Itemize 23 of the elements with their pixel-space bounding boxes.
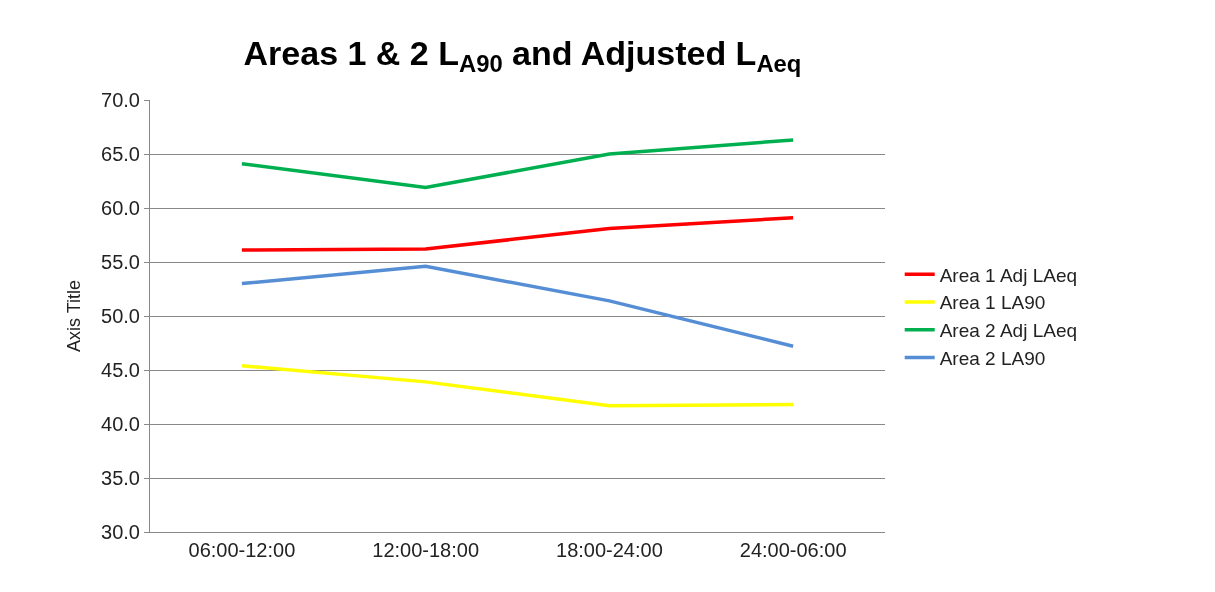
- legend-label: Area 1 Adj LAeq: [939, 264, 1078, 286]
- y-tick-label: 55.0: [101, 251, 140, 273]
- y-tick-label: 30.0: [101, 521, 140, 543]
- x-tick-label: 06:00-12:00: [188, 539, 296, 561]
- legend-label: Area 1 LA90: [939, 292, 1046, 314]
- x-tick-label: 18:00-24:00: [556, 539, 663, 561]
- line-series: [240, 363, 795, 408]
- line-series: [240, 215, 795, 252]
- y-tick-label: 50.0: [101, 305, 140, 327]
- y-tick-label: 45.0: [101, 359, 140, 381]
- line-series: [240, 138, 795, 190]
- line-series: [240, 264, 795, 348]
- y-tick-label: 65.0: [101, 143, 140, 165]
- legend-label: Area 2 Adj LAeq: [939, 320, 1078, 342]
- legend-label: Area 2 LA90: [939, 347, 1046, 369]
- x-tick-label: 12:00-18:00: [372, 539, 480, 561]
- x-tick-label: 24:00-06:00: [739, 539, 847, 561]
- chart-title: Areas 1 & 2 L$_{A90}$ and Adjusted L$_{Aeq}$: [243, 34, 802, 78]
- y-tick-label: 70.0: [101, 89, 140, 111]
- y-tick-label: 35.0: [101, 467, 140, 489]
- y-tick-label: 60.0: [101, 197, 140, 219]
- y-tick-label: 40.0: [101, 413, 140, 435]
- y-axis-title: Axis Title: [64, 279, 85, 353]
